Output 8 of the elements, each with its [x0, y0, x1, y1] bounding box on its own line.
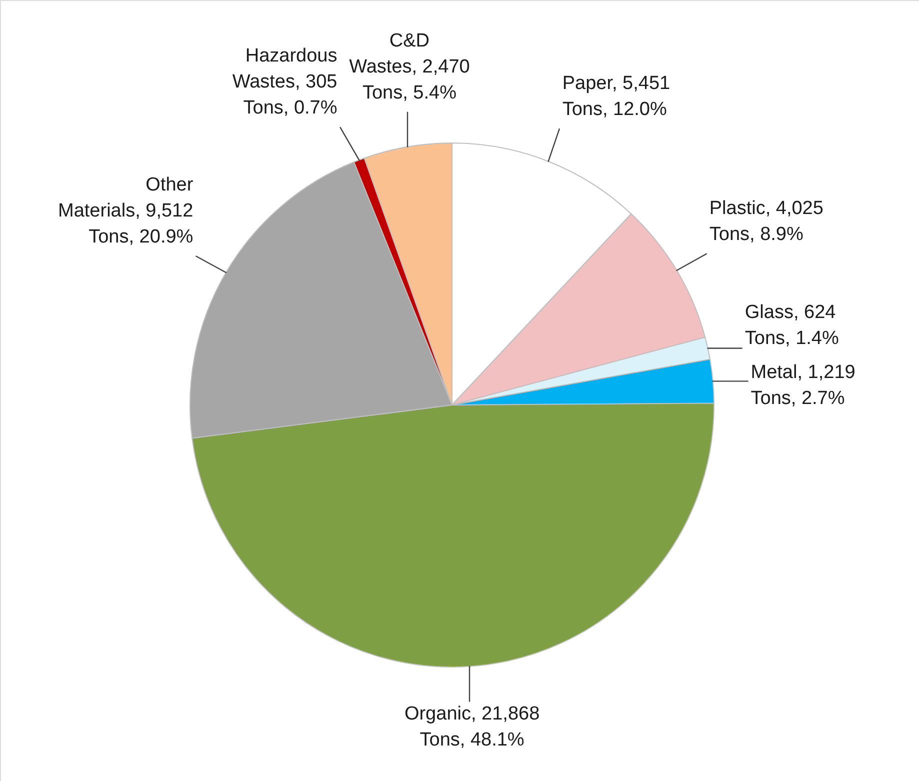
slice-label: Organic, 21,868 Tons, 48.1% [404, 703, 540, 750]
slice-label: Paper, 5,451 Tons, 12.0% [562, 73, 670, 120]
slice-label: Hazardous Wastes, 305 Tons, 0.7% [232, 45, 338, 118]
slice-label: C&D Wastes, 2,470 Tons, 5.4% [349, 30, 470, 104]
slice-label: Glass, 624 Tons, 1.4% [744, 302, 839, 349]
slice-label: Other Materials, 9,512 Tons, 20.9% [58, 174, 194, 248]
slice-label: Plastic, 4,025 Tons, 8.9% [709, 198, 824, 245]
slice-label: Metal, 1,219 Tons, 2.7% [750, 362, 856, 409]
